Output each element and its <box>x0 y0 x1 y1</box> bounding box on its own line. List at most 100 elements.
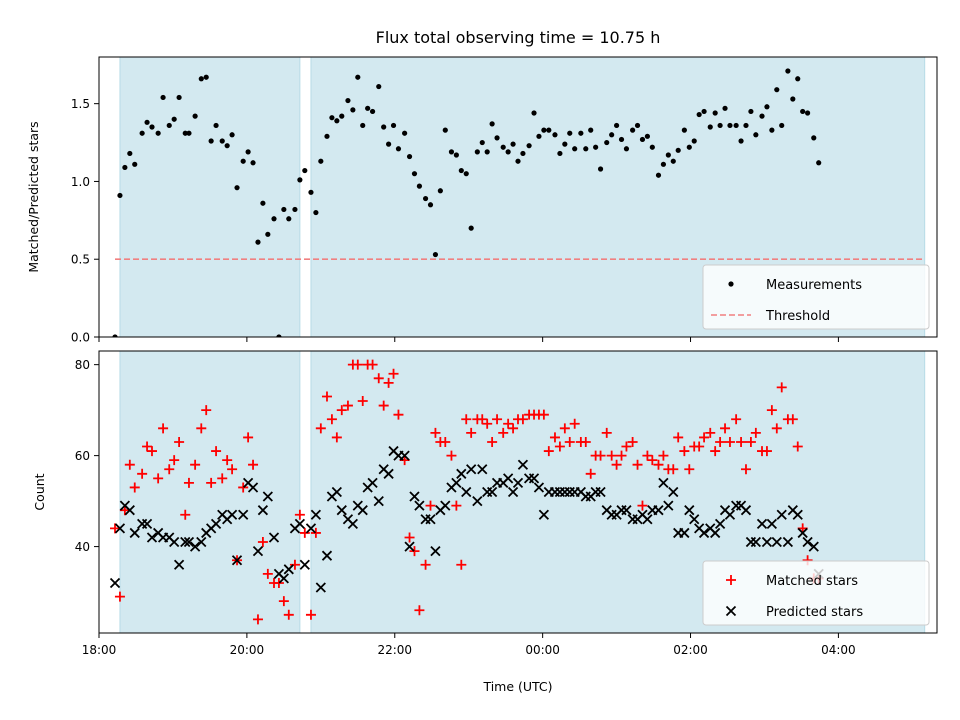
measurement-point <box>743 122 749 129</box>
predicted-star-point <box>440 500 451 511</box>
matched-star-point <box>248 459 259 470</box>
matched-star-point <box>740 464 751 475</box>
predicted-star-point <box>533 482 545 493</box>
measurement-point <box>649 144 655 150</box>
measurement-point <box>665 152 671 158</box>
measurement-point <box>572 146 578 152</box>
matched-star-point <box>679 446 690 457</box>
measurement-point <box>764 104 770 110</box>
measurement-point <box>494 135 500 141</box>
matched-star-point <box>158 423 169 434</box>
matched-star-point <box>569 418 580 429</box>
matched-star-point <box>299 527 310 538</box>
predicted-star-point <box>512 477 524 489</box>
predicted-star-point <box>477 464 488 475</box>
measurement-point <box>127 150 133 157</box>
matched-star-point <box>477 414 488 425</box>
predicted-star-point <box>141 518 153 529</box>
predicted-star-point <box>210 518 222 529</box>
predicted-star-point <box>595 486 606 498</box>
predicted-star-point <box>750 536 761 548</box>
matched-star-point <box>559 423 570 434</box>
measurement-point <box>520 150 526 157</box>
measurement-point <box>369 108 376 115</box>
measurement-point <box>795 76 801 82</box>
y-tick-label: 40 <box>75 540 90 554</box>
matched-star-point <box>699 432 710 443</box>
matched-star-point <box>498 427 509 438</box>
measurement-point <box>515 158 521 164</box>
measurement-point <box>691 138 697 144</box>
matched-star-point <box>190 459 201 470</box>
measurement-point <box>630 127 636 133</box>
measurement-point <box>308 189 314 195</box>
predicted-star-point <box>196 536 207 548</box>
bottom-plot-area <box>109 351 926 633</box>
measurement-point <box>800 108 806 115</box>
measurement-point <box>139 130 145 136</box>
matched-star-point <box>420 559 431 570</box>
matched-star-point <box>668 464 679 475</box>
x-tick-label: 02:00 <box>673 643 708 657</box>
measurement-point <box>463 171 469 177</box>
matched-star-point <box>289 559 300 570</box>
predicted-star-point <box>740 505 752 516</box>
predicted-star-point <box>472 495 483 507</box>
measurement-point <box>769 127 775 133</box>
predicted-star-point <box>124 505 135 516</box>
measurement-point <box>578 130 584 136</box>
matched-star-point <box>554 441 565 452</box>
measurement-point <box>613 122 620 129</box>
predicted-star-point <box>231 555 243 566</box>
legend-label: Predicted stars <box>766 605 863 620</box>
measurement-point <box>738 138 744 144</box>
legend-label: Measurements <box>766 278 862 293</box>
legend-predicted-marker <box>725 605 737 617</box>
measurement-point <box>510 141 516 147</box>
matched-star-point <box>174 436 185 447</box>
measurement-point <box>240 158 246 164</box>
matched-star-point <box>710 446 721 457</box>
matched-star-point <box>606 450 617 461</box>
measurement-point <box>160 94 166 101</box>
measurement-point <box>302 167 308 174</box>
measurement-point <box>526 143 532 149</box>
measurement-point <box>245 149 251 155</box>
measurement-point <box>675 147 681 153</box>
matched-star-point <box>440 436 451 447</box>
measurement-point <box>329 115 335 121</box>
matched-star-point <box>642 450 653 461</box>
matched-star-point <box>705 427 716 438</box>
measurement-point <box>402 130 408 136</box>
measurement-point <box>334 118 340 124</box>
predicted-star-point <box>756 518 768 529</box>
matched-star-point <box>684 464 695 475</box>
bottom-axes-frame <box>98 350 938 634</box>
measurement-point <box>562 141 568 147</box>
predicted-star-point <box>129 527 140 539</box>
measurement-point <box>360 122 366 129</box>
matched-star-point <box>787 414 798 425</box>
measurement-point <box>790 96 796 102</box>
measurement-point <box>583 146 589 152</box>
measurement-point <box>805 110 811 116</box>
matched-star-point <box>503 418 514 429</box>
measurement-point <box>250 160 256 166</box>
matched-star-point <box>114 591 125 602</box>
matched-star-point <box>142 441 153 452</box>
measurement-point <box>208 138 214 144</box>
matched-star-point <box>383 377 394 388</box>
measurement-point <box>406 153 413 160</box>
measurement-point <box>557 150 563 157</box>
measurement-point <box>411 171 418 177</box>
matched-star-point <box>425 500 436 511</box>
measurement-point <box>365 105 371 111</box>
matched-star-point <box>393 409 404 420</box>
matched-star-point <box>409 546 420 557</box>
predicted-star-point <box>761 536 773 548</box>
predicted-star-point <box>792 509 803 520</box>
predicted-star-point <box>414 500 425 511</box>
matched-star-point <box>461 414 472 425</box>
matched-star-point <box>357 396 368 407</box>
matched-star-point <box>388 368 399 379</box>
